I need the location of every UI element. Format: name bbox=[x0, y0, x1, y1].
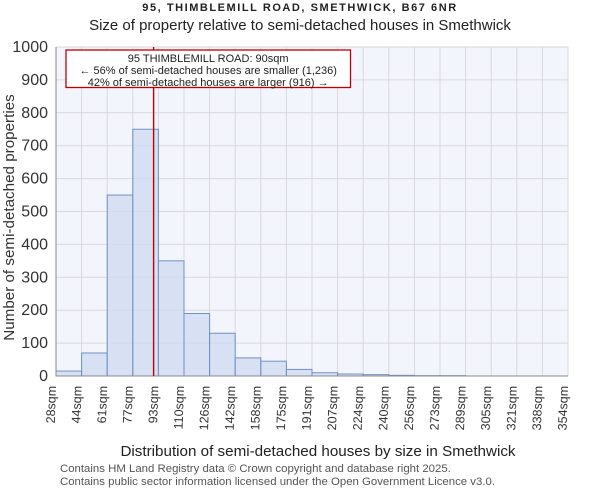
svg-text:44sqm: 44sqm bbox=[69, 386, 84, 424]
svg-text:240sqm: 240sqm bbox=[376, 386, 392, 431]
svg-text:256sqm: 256sqm bbox=[402, 386, 418, 431]
svg-text:Number of semi-detached proper: Number of semi-detached properties bbox=[1, 94, 18, 341]
svg-text:110sqm: 110sqm bbox=[171, 386, 187, 430]
svg-text:100: 100 bbox=[21, 335, 48, 352]
svg-text:77sqm: 77sqm bbox=[120, 386, 135, 424]
svg-text:142sqm: 142sqm bbox=[223, 386, 239, 431]
svg-text:207sqm: 207sqm bbox=[325, 386, 341, 431]
svg-text:← 56% of semi-detached houses: ← 56% of semi-detached houses are smalle… bbox=[79, 65, 336, 77]
svg-text:126sqm: 126sqm bbox=[197, 386, 213, 431]
svg-text:273sqm: 273sqm bbox=[427, 386, 443, 431]
svg-text:1000: 1000 bbox=[12, 39, 48, 56]
svg-text:300: 300 bbox=[21, 269, 48, 286]
svg-text:600: 600 bbox=[21, 171, 48, 188]
svg-text:158sqm: 158sqm bbox=[248, 386, 264, 431]
svg-text:289sqm: 289sqm bbox=[453, 386, 469, 431]
svg-text:0: 0 bbox=[39, 368, 48, 385]
svg-text:95 THIMBLEMILL ROAD: 90sqm: 95 THIMBLEMILL ROAD: 90sqm bbox=[128, 53, 289, 65]
svg-text:354sqm: 354sqm bbox=[555, 386, 571, 431]
svg-text:305sqm: 305sqm bbox=[479, 386, 495, 431]
svg-text:28sqm: 28sqm bbox=[44, 386, 59, 424]
svg-text:200: 200 bbox=[21, 302, 48, 319]
svg-text:42% of semi-detached houses ar: 42% of semi-detached houses are larger (… bbox=[88, 77, 329, 89]
svg-text:321sqm: 321sqm bbox=[504, 386, 520, 431]
svg-text:224sqm: 224sqm bbox=[351, 386, 367, 431]
svg-text:191sqm: 191sqm bbox=[299, 386, 315, 431]
svg-text:175sqm: 175sqm bbox=[274, 386, 290, 431]
svg-text:93sqm: 93sqm bbox=[146, 386, 161, 424]
svg-text:900: 900 bbox=[21, 72, 48, 89]
svg-text:500: 500 bbox=[21, 204, 48, 221]
svg-text:700: 700 bbox=[21, 138, 48, 155]
svg-text:61sqm: 61sqm bbox=[95, 386, 110, 424]
svg-text:338sqm: 338sqm bbox=[530, 386, 546, 431]
svg-text:400: 400 bbox=[21, 236, 48, 253]
svg-text:800: 800 bbox=[21, 105, 48, 122]
